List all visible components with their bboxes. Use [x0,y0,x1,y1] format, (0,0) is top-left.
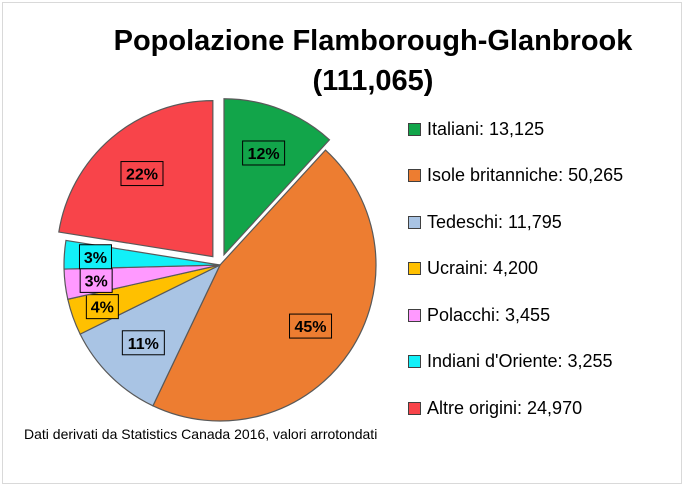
legend-label: Polacchi: 3,455 [427,304,551,325]
data-label-box [121,330,165,356]
legend-label: Italiani: 13,125 [427,118,545,139]
pie-slice-italiani [223,98,331,257]
chart-title: Popolazione Flamborough-Glanbrook (111,0… [63,21,683,101]
legend-swatch [408,122,421,136]
data-label-polacchi: 3% [79,267,113,293]
chart-title-line-1: Popolazione Flamborough-Glanbrook [113,25,633,57]
legend-swatch [408,169,421,183]
legend-swatch [408,262,421,276]
legend-label: Isole britanniche: 50,265 [427,165,624,186]
pie-slice-isole-britanniche [152,149,377,422]
legend-item-altre-origini: Altre origini: 24,970 [408,385,623,432]
legend-label: Ucraini: 4,200 [427,258,539,279]
legend-item-ucraini: Ucraini: 4,200 [408,246,623,293]
data-label-text: 11% [128,336,159,353]
legend-item-indiani-d-oriente: Indiani d'Oriente: 3,255 [408,339,623,386]
data-label-altre-origini: 22% [120,161,164,187]
data-label-text: 45% [295,319,327,336]
legend-swatch [408,401,421,415]
data-label-box [289,313,333,339]
data-label-isole-britanniche: 45% [289,313,333,339]
data-label-tedeschi: 11% [121,330,165,356]
data-label-text: 22% [126,167,158,184]
legend-item-tedeschi: Tedeschi: 11,795 [408,199,623,246]
legend-swatch [408,308,421,322]
data-label-text: 4% [91,300,114,317]
legend-label: Tedeschi: 11,795 [427,211,562,232]
data-label-indiani-d-oriente: 3% [78,244,112,270]
legend-swatch [408,215,421,229]
chart-legend: Italiani: 13,125 Isole britanniche: 50,26… [408,106,623,432]
data-label-ucraini: 4% [85,294,119,320]
data-label-box [79,267,113,293]
data-label-box [120,161,164,187]
data-label-text: 12% [248,146,280,163]
chart-title-line-2: (111,065) [312,65,434,97]
legend-item-polacchi: Polacchi: 3,455 [408,292,623,339]
data-label-text: 3% [84,250,107,267]
data-label-box [242,140,286,166]
source-note: Dati derivati da Statistics Canada 2016,… [24,426,378,442]
legend-item-isole-britanniche: Isole britanniche: 50,265 [408,153,623,200]
data-label-box [85,294,119,320]
legend-label: Indiani d'Oriente: 3,255 [427,351,613,372]
data-label-italiani: 12% [242,140,286,166]
data-label-box [78,244,112,270]
data-label-text: 3% [85,273,108,290]
legend-swatch [408,355,421,369]
legend-label: Altre origini: 24,970 [427,397,583,418]
legend-item-italiani: Italiani: 13,125 [408,106,623,153]
